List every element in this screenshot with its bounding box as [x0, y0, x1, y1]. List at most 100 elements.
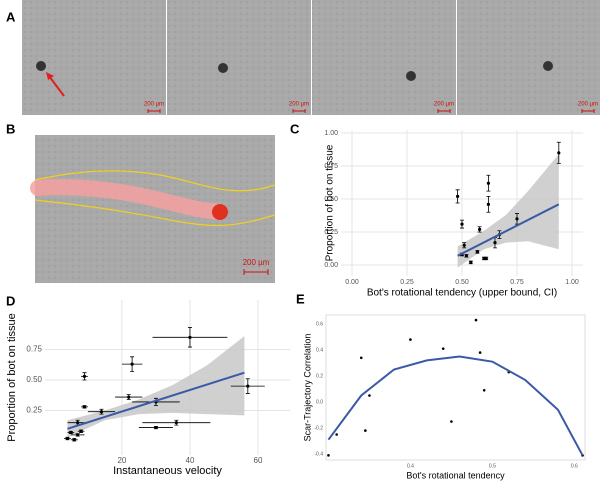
- point: [482, 388, 486, 392]
- x-tick-label: 1.00: [565, 279, 579, 286]
- x-tick-label: 0.5: [489, 463, 496, 469]
- point: [368, 394, 371, 397]
- point: [99, 410, 104, 414]
- arrow: [48, 75, 65, 97]
- point: [82, 374, 87, 378]
- point: [557, 151, 561, 155]
- point: [478, 351, 482, 354]
- point: [469, 260, 473, 265]
- x-axis-label: Instantaneous velocity: [113, 465, 222, 477]
- x-axis-label: Bot's rotational tendency: [406, 470, 505, 480]
- panel-label: A: [6, 9, 16, 24]
- y-tick-label: -0.2: [314, 425, 323, 431]
- point: [450, 420, 453, 423]
- point: [484, 256, 488, 261]
- point: [486, 202, 490, 206]
- point: [460, 222, 464, 226]
- point: [72, 438, 76, 442]
- point: [364, 429, 367, 432]
- point: [246, 384, 250, 388]
- fit-line: [457, 203, 560, 257]
- scale-label: 200 µm: [289, 102, 309, 108]
- scale-bars: [147, 109, 595, 113]
- y-tick-label: 1.00: [324, 130, 338, 137]
- y-tick-label: 0.25: [324, 229, 338, 236]
- point: [359, 356, 363, 360]
- arrow-head: [46, 72, 54, 80]
- x-axis-label: Bot's rotational tendency (upper bound, …: [367, 288, 557, 299]
- micrograph: [35, 135, 275, 283]
- micrograph: [167, 0, 311, 115]
- scale-label: 200 µm: [243, 258, 270, 267]
- micrograph: [312, 0, 456, 115]
- x-tick-label: 0.4: [407, 463, 414, 469]
- bot: [543, 61, 553, 71]
- point: [515, 217, 519, 221]
- y-tick-label: -0.4: [314, 451, 323, 457]
- bot: [212, 204, 228, 220]
- x-tick-label: 0.25: [400, 279, 414, 286]
- point: [475, 250, 479, 254]
- point: [174, 421, 178, 425]
- y-axis-label: Scar-Trajectory Correlation: [302, 334, 312, 442]
- point: [482, 256, 486, 261]
- point: [327, 454, 330, 457]
- scale-label: 200 µm: [434, 102, 454, 108]
- bot: [218, 63, 228, 73]
- point: [76, 433, 80, 437]
- fit-line: [327, 355, 584, 456]
- point: [409, 338, 412, 341]
- y-axis-label: Proportion of bot on tissue: [6, 313, 18, 441]
- point: [474, 318, 478, 322]
- point: [127, 395, 131, 399]
- y-tick-label: 0.00: [324, 262, 338, 269]
- y-tick-label: 0.75: [26, 345, 42, 354]
- y-tick-label: 0.50: [324, 196, 338, 203]
- panel-label: D: [6, 293, 15, 308]
- point: [335, 433, 338, 436]
- y-tick-label: 0.50: [26, 375, 42, 384]
- micrograph: [457, 0, 600, 115]
- x-tick-label: 0.50: [455, 279, 469, 286]
- micrograph: [22, 0, 166, 115]
- point: [478, 227, 482, 232]
- bot: [36, 61, 46, 71]
- y-tick-label: 0.25: [26, 406, 42, 415]
- point: [82, 405, 87, 409]
- x-tick-label: 0.75: [510, 279, 524, 286]
- plot-area: [45, 300, 290, 455]
- x-tick-label: 60: [254, 456, 263, 465]
- x-tick-label: 20: [117, 456, 126, 465]
- scale-bar: [243, 269, 269, 275]
- point: [188, 335, 192, 339]
- plot-area: [325, 314, 586, 461]
- point: [65, 436, 70, 441]
- x-tick-label: 40: [186, 456, 195, 465]
- scale-label: 200 µm: [144, 102, 164, 108]
- point: [79, 429, 83, 433]
- point: [464, 254, 468, 258]
- point: [76, 421, 80, 425]
- point: [462, 243, 466, 247]
- panel-label: E: [296, 291, 305, 306]
- y-axis-label: Proportion of bot on tissue: [325, 144, 336, 261]
- scar-edge: [34, 170, 276, 192]
- y-tick-label: 0.2: [316, 373, 323, 379]
- point: [493, 241, 497, 245]
- point: [486, 181, 490, 185]
- confidence-band: [457, 154, 559, 268]
- panel-label: B: [6, 121, 15, 136]
- y-tick-label: 0.6: [316, 321, 323, 327]
- panel-label: C: [290, 121, 300, 136]
- panel-a: 200 µm 200 µm 200 µm 200 µm A: [6, 0, 600, 115]
- x-tick-label: 0.6: [571, 463, 578, 469]
- bot: [406, 71, 416, 81]
- fit-line: [67, 371, 245, 430]
- point: [441, 347, 445, 350]
- y-tick-label: 0.75: [324, 163, 338, 170]
- y-tick-label: 0.0: [316, 399, 323, 405]
- point: [154, 425, 158, 430]
- point: [130, 362, 134, 366]
- point: [456, 194, 460, 198]
